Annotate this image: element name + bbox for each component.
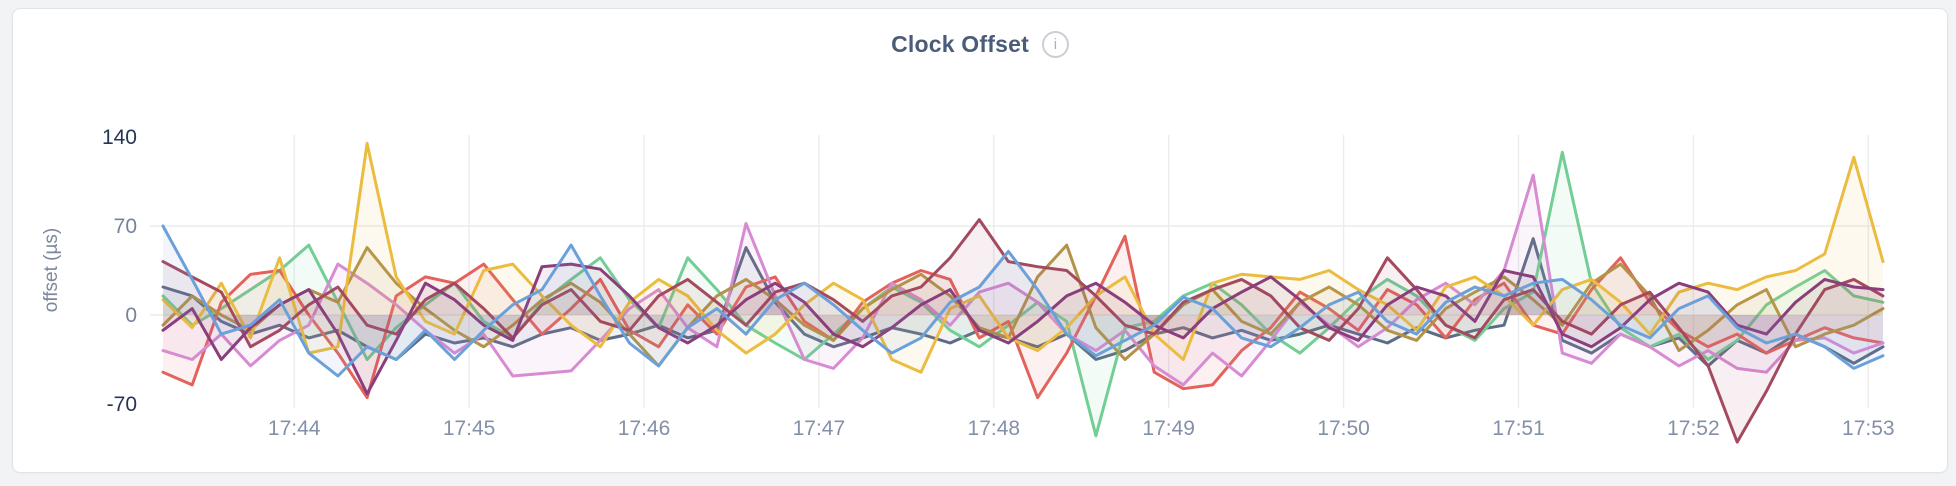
series-fill-s5-orchid — [163, 175, 1883, 385]
series-line-s6-wine — [161, 218, 1885, 444]
x-tick-label: 17:48 — [968, 417, 1021, 440]
x-tick-label: 17:50 — [1317, 417, 1370, 440]
x-tick-label: 17:47 — [793, 417, 846, 440]
x-tick-label: 17:45 — [443, 417, 496, 440]
info-icon-glyph: i — [1053, 36, 1058, 53]
x-tick-label: 17:52 — [1667, 417, 1720, 440]
x-tick-label: 17:46 — [618, 417, 671, 440]
series-fill-s1-blue — [163, 226, 1883, 376]
series-line-s1-blue — [161, 224, 1885, 378]
series-line-s8-khaki — [161, 243, 1885, 368]
chart-card: Clock Offset i — [12, 8, 1948, 473]
grid — [150, 135, 1880, 408]
y-tick-label: -70 — [107, 393, 137, 416]
x-tick-label: 17:51 — [1492, 417, 1545, 440]
series-group — [161, 141, 1885, 444]
series-line-s5-orchid — [161, 173, 1885, 387]
series-fill-s2-salmon — [163, 236, 1883, 398]
chart-header: Clock Offset i — [13, 31, 1947, 58]
x-tick-label: 17:53 — [1842, 417, 1895, 440]
y-tick-label: 70 — [114, 215, 137, 238]
x-tick-label: 17:49 — [1142, 417, 1195, 440]
x-tick-label: 17:44 — [268, 417, 321, 440]
y-axis-title: offset (µs) — [41, 228, 62, 313]
info-icon[interactable]: i — [1041, 31, 1069, 58]
y-tick-label: 140 — [102, 126, 137, 149]
y-tick-label: 0 — [125, 304, 137, 327]
series-line-s7-plum — [161, 262, 1885, 396]
series-fill-s9-slate — [163, 238, 1883, 366]
series-line-s9-slate — [161, 237, 1885, 368]
series-line-s3-gold — [161, 141, 1885, 374]
series-fill-s7-plum — [163, 264, 1883, 394]
chart-title: Clock Offset — [891, 31, 1029, 57]
